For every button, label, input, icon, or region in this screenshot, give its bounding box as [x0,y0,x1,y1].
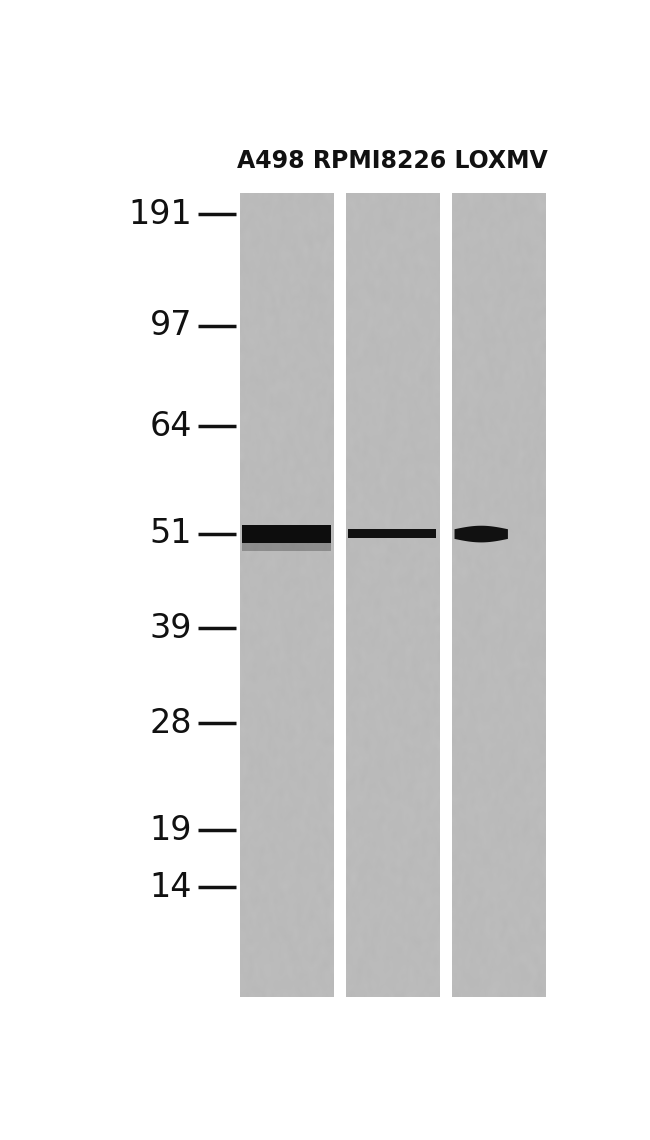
Bar [240,194,333,998]
Text: 19: 19 [150,814,192,847]
Text: 51: 51 [150,518,192,551]
Text: 39: 39 [150,612,192,645]
Bar [452,194,545,998]
Text: 14: 14 [150,871,192,904]
Text: 28: 28 [150,707,192,740]
Text: A498 RPMI8226 LOXMV: A498 RPMI8226 LOXMV [237,149,548,173]
Text: 64: 64 [150,410,192,443]
Bar [346,194,439,998]
Text: 97: 97 [150,309,192,342]
Text: 191: 191 [128,197,192,230]
